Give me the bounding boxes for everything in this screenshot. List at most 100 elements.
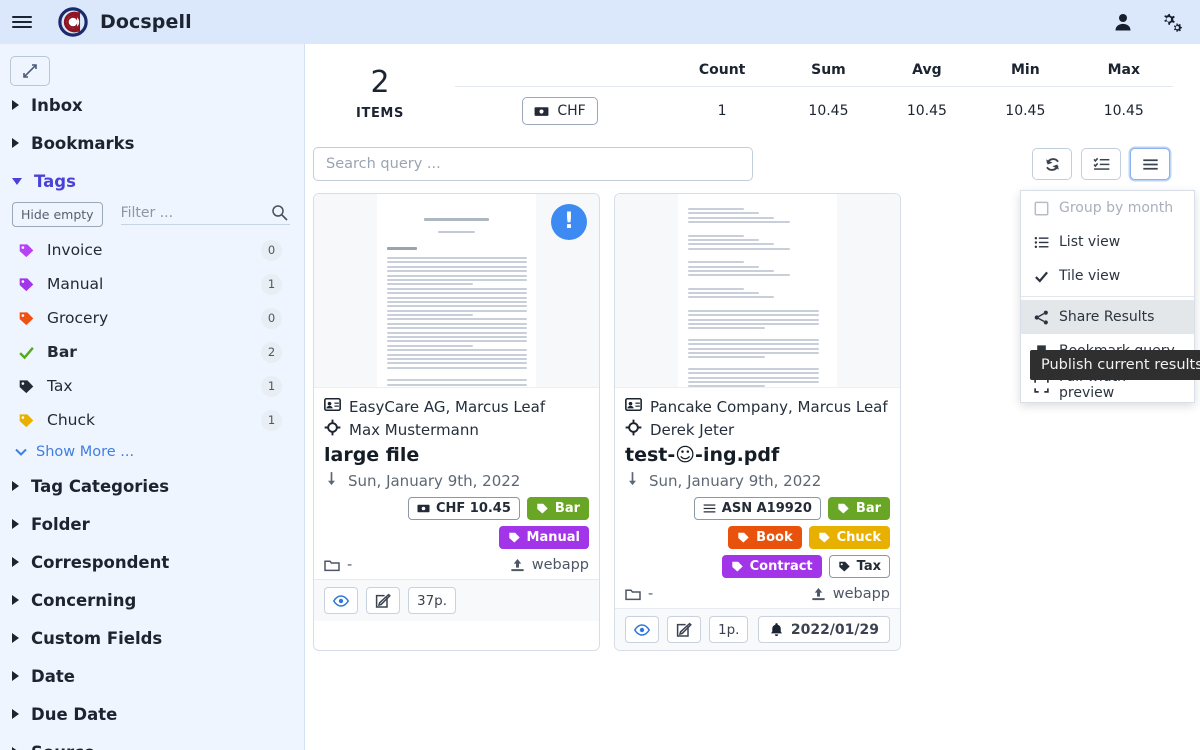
id-card-icon	[324, 396, 341, 417]
menu-item-share-results[interactable]: Share Results	[1021, 300, 1194, 334]
sidebar-section-custom-fields[interactable]: Custom Fields	[0, 619, 304, 657]
sidebar-section-label: Source	[31, 743, 95, 750]
sidebar-tag-count: 1	[261, 375, 282, 397]
hide-empty-button[interactable]: Hide empty	[12, 202, 103, 227]
folder-icon	[324, 560, 340, 572]
page-count[interactable]: 1p.	[709, 616, 749, 643]
card-chip-bar[interactable]: Bar	[827, 497, 890, 520]
card-title[interactable]: test-☺-ing.pdf	[625, 444, 780, 466]
sidebar-tag-label: Chuck	[47, 411, 95, 429]
document-thumbnail-page	[376, 194, 537, 387]
header-actions	[1113, 12, 1200, 33]
stat-col-min: Min	[976, 52, 1075, 87]
card-concerning-label: Derek Jeter	[650, 420, 735, 439]
sidebar-tag-grocery[interactable]: Grocery 0	[0, 301, 304, 335]
card-tag-list: CHF 10.45 Bar Manual	[324, 497, 589, 553]
sidebar-section-correspondent[interactable]: Correspondent	[0, 543, 304, 581]
checkbox-empty-icon	[1034, 201, 1048, 215]
top-header: Docspell	[0, 0, 1200, 44]
select-mode-button[interactable]	[1081, 148, 1121, 180]
sidebar-section-label: Tags	[34, 171, 76, 191]
sidebar-section-source[interactable]: Source	[0, 733, 304, 750]
folder-icon	[324, 557, 340, 573]
upload-icon	[511, 558, 524, 571]
card-thumbnail[interactable]	[615, 194, 900, 388]
tag-icon	[737, 531, 750, 544]
due-date-badge[interactable]: 2022/01/29	[757, 616, 890, 643]
cogs-icon[interactable]	[1159, 12, 1182, 33]
sidebar-section-tag-categories[interactable]: Tag Categories	[0, 467, 304, 505]
edit-button[interactable]	[366, 587, 400, 614]
card-chip-tax[interactable]: Tax	[828, 555, 890, 578]
sidebar-tag-tax[interactable]: Tax 1	[0, 369, 304, 403]
chevron-right-icon	[12, 747, 19, 750]
card-thumbnail[interactable]: !	[314, 194, 599, 388]
search-input[interactable]	[313, 147, 753, 181]
preview-button[interactable]	[324, 587, 358, 614]
tag-icon	[19, 413, 34, 427]
tag-icon	[18, 242, 37, 259]
menu-item-list-view[interactable]: List view	[1021, 225, 1194, 259]
tag-icon	[19, 311, 34, 325]
tag-filter-input[interactable]	[120, 204, 290, 221]
lines-icon	[703, 502, 716, 515]
page-count[interactable]: 37p.	[408, 587, 457, 614]
card-chip-contract[interactable]: Contract	[721, 555, 822, 578]
search-icon[interactable]	[271, 204, 288, 225]
chevron-right-icon	[12, 709, 19, 719]
show-more-tags-button[interactable]: Show More ...	[0, 437, 304, 467]
view-menu-button[interactable]	[1130, 148, 1170, 180]
refresh-button[interactable]	[1032, 148, 1072, 180]
card-chip-asn[interactable]: ASN A19920	[693, 497, 821, 520]
chevron-right-icon	[12, 633, 19, 643]
sidebar-section-inbox[interactable]: Inbox	[0, 86, 304, 124]
expand-arrows-icon	[23, 64, 37, 78]
card-chip-bar[interactable]: Bar	[526, 497, 589, 520]
sidebar-tag-manual[interactable]: Manual 1	[0, 267, 304, 301]
checkbox-empty-icon	[1033, 201, 1049, 216]
menu-item-tile-view[interactable]: Tile view	[1021, 259, 1194, 293]
sidebar-tag-chuck[interactable]: Chuck 1	[0, 403, 304, 437]
item-card[interactable]: Pancake Company, Marcus Leaf Derek Jeter t…	[614, 193, 901, 651]
check-icon	[1034, 271, 1048, 283]
money-bill-icon	[534, 106, 549, 116]
expand-sidebar-button[interactable]	[10, 56, 50, 86]
menu-item-group-by-month: Group by month	[1021, 191, 1194, 225]
sidebar-tag-invoice[interactable]: Invoice 0	[0, 233, 304, 267]
brand-logo[interactable]: Docspell	[58, 7, 192, 37]
sidebar-section-due-date[interactable]: Due Date	[0, 695, 304, 733]
card-title[interactable]: large file	[324, 444, 420, 466]
user-icon[interactable]	[1113, 12, 1133, 32]
card-correspondent: Pancake Company, Marcus Leaf	[625, 396, 890, 417]
currency-chip[interactable]: CHF	[522, 97, 598, 125]
card-chip-chuck[interactable]: Chuck	[808, 526, 890, 549]
sidebar-section-bookmarks[interactable]: Bookmarks	[0, 124, 304, 162]
sidebar-section-folder[interactable]: Folder	[0, 505, 304, 543]
crosshair-icon	[625, 419, 642, 436]
chevron-right-icon	[12, 519, 19, 529]
preview-button[interactable]	[625, 616, 659, 643]
sidebar-tag-count: 2	[261, 341, 282, 363]
edit-button[interactable]	[667, 616, 701, 643]
sidebar-section-tags[interactable]: Tags	[0, 162, 304, 200]
tag-filter-tools: Hide empty	[0, 200, 304, 233]
refresh-icon	[1045, 157, 1059, 171]
upload-icon	[811, 587, 826, 602]
sidebar-section-date[interactable]: Date	[0, 657, 304, 695]
money-bill-icon	[417, 504, 430, 513]
hamburger-icon[interactable]	[0, 0, 44, 44]
sidebar-tag-bar[interactable]: Bar 2	[0, 335, 304, 369]
crosshair-icon	[324, 419, 341, 436]
card-action-bar: 37p.	[314, 579, 599, 621]
stat-value-min: 10.45	[1005, 103, 1046, 119]
alert-badge[interactable]: !	[551, 204, 587, 240]
card-chip-manual[interactable]: Manual	[498, 526, 589, 549]
upload-icon	[510, 558, 525, 573]
item-card[interactable]: ! EasyCare AG, Marcus Leaf Max Mustermann l…	[313, 193, 600, 651]
sidebar-section-concerning[interactable]: Concerning	[0, 581, 304, 619]
tag-icon	[731, 560, 744, 573]
card-chip-chf[interactable]: CHF 10.45	[407, 497, 520, 520]
tag-icon	[18, 310, 37, 327]
card-chip-book[interactable]: Book	[728, 526, 802, 549]
sidebar-section-label: Folder	[31, 514, 90, 534]
